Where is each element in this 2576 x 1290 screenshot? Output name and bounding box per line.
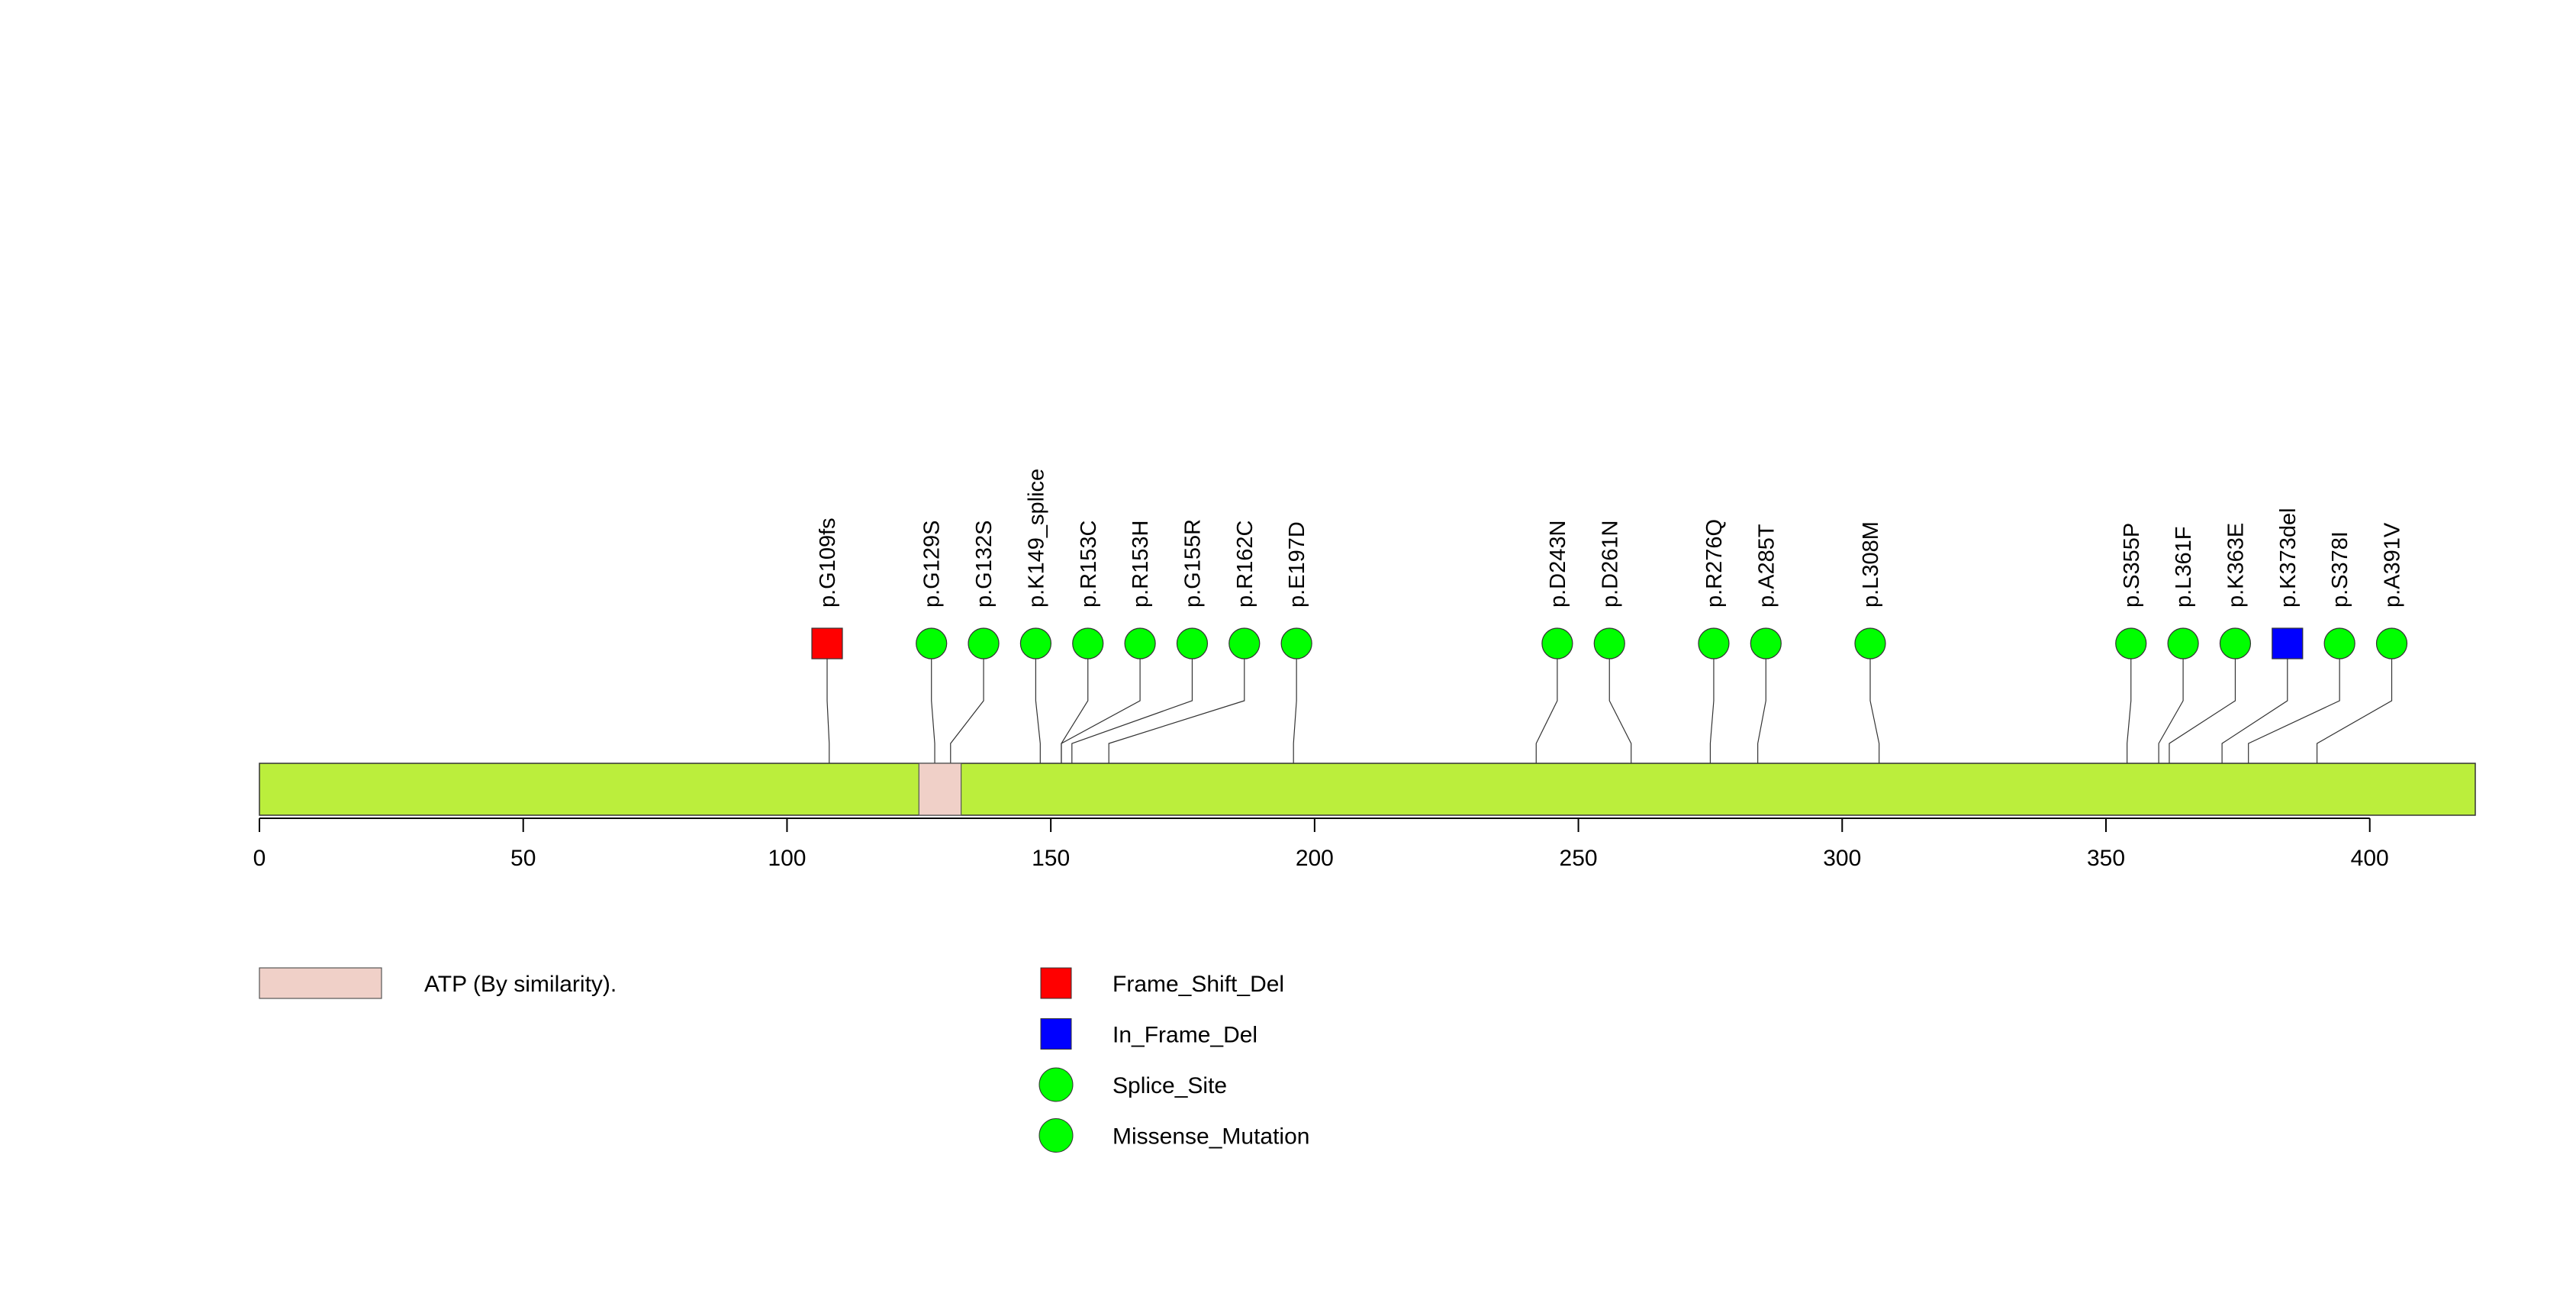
- mutation-stem: [1869, 643, 1880, 763]
- mutation-marker-circle: [2167, 627, 2199, 660]
- mutation-label: p.G129S: [920, 521, 945, 608]
- x-tick-label: 400: [2351, 846, 2389, 871]
- mutation-stem: [1757, 643, 1766, 763]
- mutation-marker-circle: [1072, 627, 1104, 660]
- legend-type-label: Splice_Site: [1113, 1073, 1227, 1098]
- x-axis: 0 50 100 150 200 250 300 350 400: [253, 818, 2389, 871]
- mutation-stem: [826, 643, 830, 763]
- legend-square-marker: [1040, 1018, 1072, 1050]
- mutation-marker-circle: [968, 627, 1000, 660]
- mutation-label: p.S355P: [2120, 523, 2144, 608]
- mutation-stem: [1535, 643, 1558, 763]
- domain-legend: ATP (By similarity).: [259, 967, 617, 999]
- mutation-marker-square: [2272, 627, 2304, 660]
- protein-track: [259, 763, 2476, 816]
- mutation-label: p.A285T: [1754, 524, 1779, 608]
- mutation-stem: [2158, 643, 2184, 763]
- mutation-stem: [1709, 643, 1715, 763]
- mutation-label: p.S378I: [2328, 531, 2352, 608]
- legend-square-marker: [1040, 967, 1072, 999]
- mutation-stem: [2316, 643, 2393, 763]
- x-tick-label: 350: [2087, 846, 2125, 871]
- legend-circle-marker: [1038, 1067, 1074, 1102]
- mutation-stem: [1108, 643, 1245, 763]
- mutation-label: p.A391V: [2381, 522, 2405, 608]
- x-tick-label: 0: [253, 846, 266, 871]
- mutation-stem: [2221, 643, 2288, 763]
- mutation-marker-square: [811, 627, 843, 660]
- mutation-marker-circle: [1228, 627, 1261, 660]
- protein-bar: [259, 763, 2476, 816]
- mutation-marker-circle: [1593, 627, 1625, 660]
- mutation-marker-circle: [1124, 627, 1156, 660]
- mutation-marker-circle: [1019, 627, 1052, 660]
- mutation-stem: [1293, 643, 1297, 763]
- mutation-stem: [1061, 643, 1141, 763]
- mutation-marker-circle: [1541, 627, 1573, 660]
- mutation-marker-circle: [2323, 627, 2355, 660]
- legend-type-label: Frame_Shift_Del: [1113, 972, 1284, 997]
- mutation-label: p.K363E: [2223, 523, 2248, 608]
- mutation-marker-circle: [2219, 627, 2252, 660]
- mutation-label: p.R153H: [1129, 521, 1153, 608]
- mutation-label: p.G132S: [972, 521, 997, 608]
- mutation-label: p.R153C: [1077, 521, 1101, 608]
- mutation-marker-circle: [1750, 627, 1782, 660]
- mutation-label: p.R276Q: [1702, 519, 1727, 608]
- mutation-labels: p.G109fs p.G129S p.G132S p.K149_splice p.R15…: [816, 469, 2405, 608]
- x-tick-label: 250: [1560, 846, 1598, 871]
- mutation-stem: [931, 643, 935, 763]
- mutation-label: p.L361F: [2172, 527, 2196, 608]
- mutation-marker-circle: [2115, 627, 2147, 660]
- x-tick-label: 300: [1823, 846, 1861, 871]
- mutation-stem: [1608, 643, 1632, 763]
- mutation-marker-circle: [1854, 627, 1886, 660]
- mutation-stem: [1035, 643, 1041, 763]
- mutation-marker-circle: [1698, 627, 1730, 660]
- mutation-label: p.L308M: [1859, 521, 1883, 608]
- mutation-stem: [1071, 643, 1193, 763]
- x-tick-label: 200: [1296, 846, 1334, 871]
- mutation-label: p.E197D: [1285, 521, 1309, 608]
- domain-legend-swatch: [259, 967, 382, 999]
- mutation-label: p.R162C: [1233, 521, 1257, 608]
- mutation-stem: [2169, 643, 2236, 763]
- x-tick-label: 150: [1032, 846, 1070, 871]
- domain-block: [918, 763, 962, 816]
- mutation-label: p.D261N: [1598, 521, 1622, 608]
- mutation-label: p.D243N: [1546, 521, 1570, 608]
- mutation-label: p.G155R: [1180, 519, 1205, 608]
- mutation-stem: [2127, 643, 2132, 763]
- legend-type-label: In_Frame_Del: [1113, 1023, 1257, 1048]
- mutation-type-legend: Frame_Shift_Del In_Frame_Del Splice_Site Mi…: [1038, 967, 1309, 1153]
- mutation-marker-circle: [2375, 627, 2408, 660]
- mutation-stem: [2248, 643, 2340, 763]
- mutation-marker-circle: [1280, 627, 1312, 660]
- mutation-label: p.K373del: [2276, 508, 2301, 608]
- x-tick-label: 50: [510, 846, 536, 871]
- lollipop-stems: [826, 643, 2393, 763]
- mutation-label: p.K149_splice: [1024, 469, 1048, 608]
- x-tick-label: 100: [768, 846, 806, 871]
- domain-legend-label: ATP (By similarity).: [424, 972, 617, 997]
- legend-type-label: Missense_Mutation: [1113, 1124, 1309, 1150]
- legend-circle-marker: [1038, 1118, 1074, 1153]
- mutation-marker-circle: [1176, 627, 1209, 660]
- mutation-label: p.G109fs: [816, 518, 840, 608]
- mutation-markers: [811, 627, 2408, 660]
- mutation-marker-circle: [916, 627, 948, 660]
- mutation-stem: [950, 643, 984, 763]
